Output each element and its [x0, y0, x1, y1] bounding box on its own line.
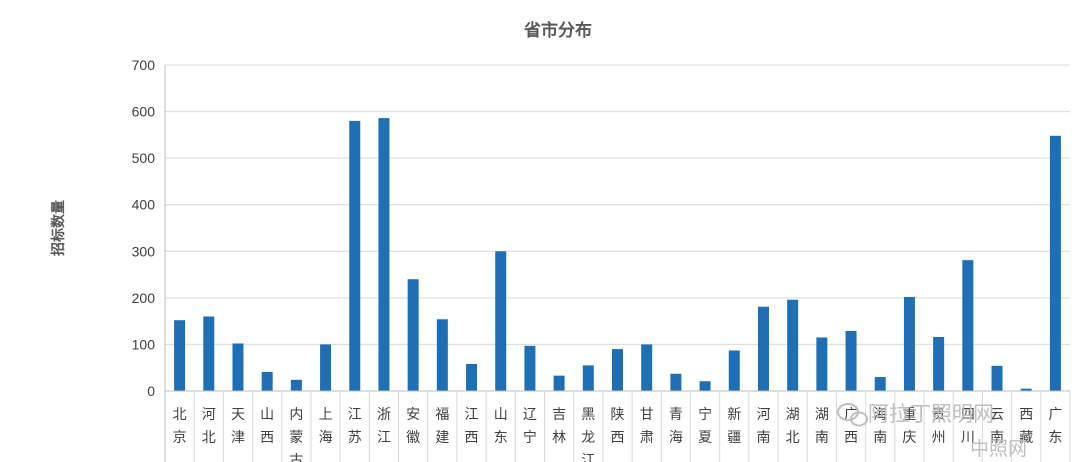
bar	[466, 363, 478, 391]
chart-title: 省市分布	[523, 20, 592, 41]
bar	[874, 377, 886, 391]
x-tick-label: 天津	[231, 407, 245, 446]
x-tick-label: 山西	[260, 407, 274, 446]
bar	[903, 296, 915, 391]
bar	[845, 330, 857, 391]
bar	[203, 316, 215, 391]
watermark-line1: 阿拉丁照明网	[868, 402, 994, 426]
bar	[232, 343, 244, 391]
bar	[757, 306, 769, 391]
bar	[553, 375, 565, 391]
y-tick-label: 400	[132, 197, 156, 213]
bar	[174, 320, 186, 391]
y-tick-label: 600	[132, 104, 156, 120]
x-tick-label: 重庆	[902, 407, 916, 446]
y-tick-label: 300	[132, 243, 156, 259]
bar	[524, 345, 536, 391]
x-tick-label: 海南	[873, 407, 887, 446]
x-tick-label: 广东	[1048, 407, 1062, 446]
bar	[933, 336, 945, 391]
y-tick-label: 0	[147, 383, 155, 399]
watermark: 阿拉丁照明网 中照网	[837, 402, 1027, 460]
x-tick-label: 福建	[435, 407, 449, 446]
y-tick-label: 100	[132, 336, 156, 352]
x-tick-label: 浙江	[377, 407, 391, 446]
y-tick-labels: 0 100 200 300 400 500 600 700	[132, 57, 156, 399]
bar	[962, 260, 974, 391]
bar	[261, 371, 273, 391]
x-tick-label: 吉林	[552, 407, 566, 446]
x-tick-label: 辽宁	[523, 407, 537, 446]
bar	[670, 373, 682, 391]
bar	[699, 381, 711, 391]
bar	[378, 118, 390, 391]
bar	[1049, 135, 1061, 391]
bar	[641, 344, 653, 391]
gridlines	[165, 64, 1070, 392]
bar	[612, 349, 623, 391]
x-tick-label: 湖南	[815, 407, 829, 446]
y-axis-label: 招标数量	[50, 200, 67, 256]
bar	[407, 279, 419, 391]
x-tick-label: 安徽	[406, 407, 420, 446]
bar	[320, 344, 332, 391]
x-tick-label: 湖北	[786, 407, 800, 446]
x-tick-label: 江苏	[348, 407, 362, 446]
x-tick-label: 贵州	[932, 407, 946, 446]
x-tick-label: 云南	[990, 407, 1004, 446]
x-tick-label: 新疆	[727, 407, 741, 446]
x-tick-label: 北京	[173, 407, 187, 446]
bar	[991, 365, 1003, 391]
x-tick-label: 四川	[961, 407, 975, 446]
y-tick-label: 200	[132, 290, 156, 306]
watermark-line2: 中照网	[970, 438, 1027, 460]
x-tick-label: 青海	[669, 407, 683, 446]
bar	[290, 379, 302, 391]
x-tick-label: 山东	[494, 407, 508, 446]
wechat-icon	[837, 403, 868, 427]
bar	[436, 319, 448, 391]
x-tick-label: 陕西	[611, 407, 625, 446]
bar	[787, 299, 799, 391]
x-tick-label: 黑龙江	[581, 407, 595, 462]
x-tick-label: 江西	[465, 407, 479, 446]
bar	[495, 251, 507, 391]
x-tick-label: 内蒙古	[289, 407, 303, 462]
x-tick-label: 宁夏	[698, 406, 712, 446]
x-tick-label: 西藏	[1019, 407, 1033, 446]
x-tick-label: 河南	[756, 407, 770, 446]
y-tick-label: 700	[132, 57, 156, 73]
bar	[349, 120, 361, 391]
bar	[1020, 388, 1032, 391]
x-tick-label: 甘肃	[640, 407, 654, 446]
bar	[728, 350, 740, 391]
x-tick-label: 上海	[319, 407, 333, 446]
bar	[582, 365, 594, 391]
x-tick-label: 河北	[202, 407, 216, 446]
bar	[816, 337, 828, 391]
bars	[174, 118, 1061, 391]
y-tick-label: 500	[132, 150, 156, 166]
